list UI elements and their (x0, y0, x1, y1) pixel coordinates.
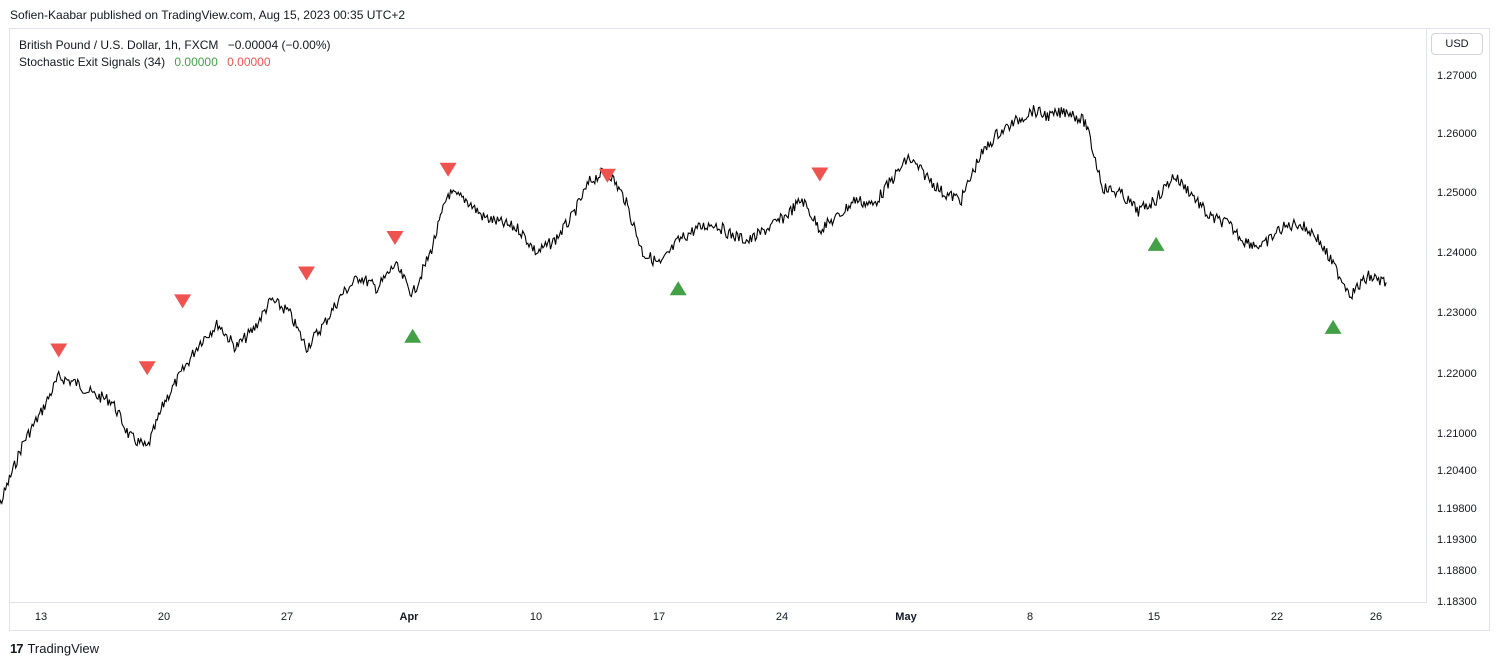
price-tick-label: 1.26000 (1437, 128, 1477, 140)
price-tick-label: 1.27000 (1437, 70, 1477, 82)
date-tick-label: May (895, 611, 917, 623)
price-tick-label: 1.22000 (1437, 368, 1477, 380)
symbol-title[interactable]: British Pound / U.S. Dollar, 1h, FXCM (19, 38, 219, 52)
date-tick-label: 24 (776, 611, 788, 623)
chart-frame (9, 28, 1490, 631)
time-axis-border (9, 602, 1427, 603)
date-tick-label: Apr (400, 611, 420, 623)
sell-signal-marker[interactable] (811, 167, 829, 182)
buy-signal-marker[interactable] (1147, 236, 1165, 251)
price-tick-label: 1.19800 (1437, 503, 1477, 515)
sell-signal-marker[interactable] (386, 230, 404, 245)
date-tick-label: 27 (281, 611, 293, 623)
chart-legend: British Pound / U.S. Dollar, 1h, FXCM −0… (19, 37, 331, 71)
sell-signal-marker[interactable] (598, 168, 616, 183)
date-tick-label: 10 (530, 611, 542, 623)
price-tick-label: 1.23000 (1437, 307, 1477, 319)
buy-signal-marker[interactable] (669, 281, 687, 296)
publish-line: Sofien-Kaabar published on TradingView.c… (10, 8, 406, 22)
price-tick-label: 1.24000 (1437, 247, 1477, 259)
buy-signal-marker[interactable] (1324, 319, 1342, 334)
date-tick-label: 15 (1148, 611, 1160, 623)
indicator-value-bear: 0.00000 (227, 55, 271, 69)
price-axis-border (1426, 28, 1427, 603)
indicator-value-bull: 0.00000 (174, 55, 218, 69)
price-change: −0.00004 (−0.00%) (227, 38, 331, 52)
buy-signal-marker[interactable] (404, 328, 422, 343)
price-tick-label: 1.18800 (1437, 565, 1477, 577)
sell-signal-marker[interactable] (50, 343, 68, 358)
sell-signal-marker[interactable] (439, 162, 457, 177)
price-series-line (0, 105, 1387, 506)
brand-name: TradingView (27, 641, 100, 656)
date-tick-label: 26 (1370, 611, 1382, 623)
date-tick-label: 8 (1027, 611, 1033, 623)
tradingview-logo-icon: 17 (10, 641, 24, 656)
sell-signal-marker[interactable] (298, 266, 315, 281)
price-tick-label: 1.18300 (1437, 596, 1477, 608)
date-tick-label: 22 (1271, 611, 1283, 623)
date-tick-label: 13 (35, 611, 47, 623)
date-tick-label: 17 (653, 611, 665, 623)
date-tick-label: 20 (158, 611, 170, 623)
indicator-name[interactable]: Stochastic Exit Signals (34) (19, 55, 166, 69)
sell-signal-marker[interactable] (174, 294, 192, 309)
price-tick-label: 1.19300 (1437, 534, 1477, 546)
tradingview-brand[interactable]: 17 TradingView (10, 641, 99, 656)
sell-signal-marker[interactable] (138, 361, 156, 376)
price-tick-label: 1.25000 (1437, 187, 1477, 199)
currency-button[interactable]: USD (1431, 33, 1483, 55)
price-tick-label: 1.20400 (1437, 465, 1477, 477)
price-tick-label: 1.21000 (1437, 428, 1477, 440)
